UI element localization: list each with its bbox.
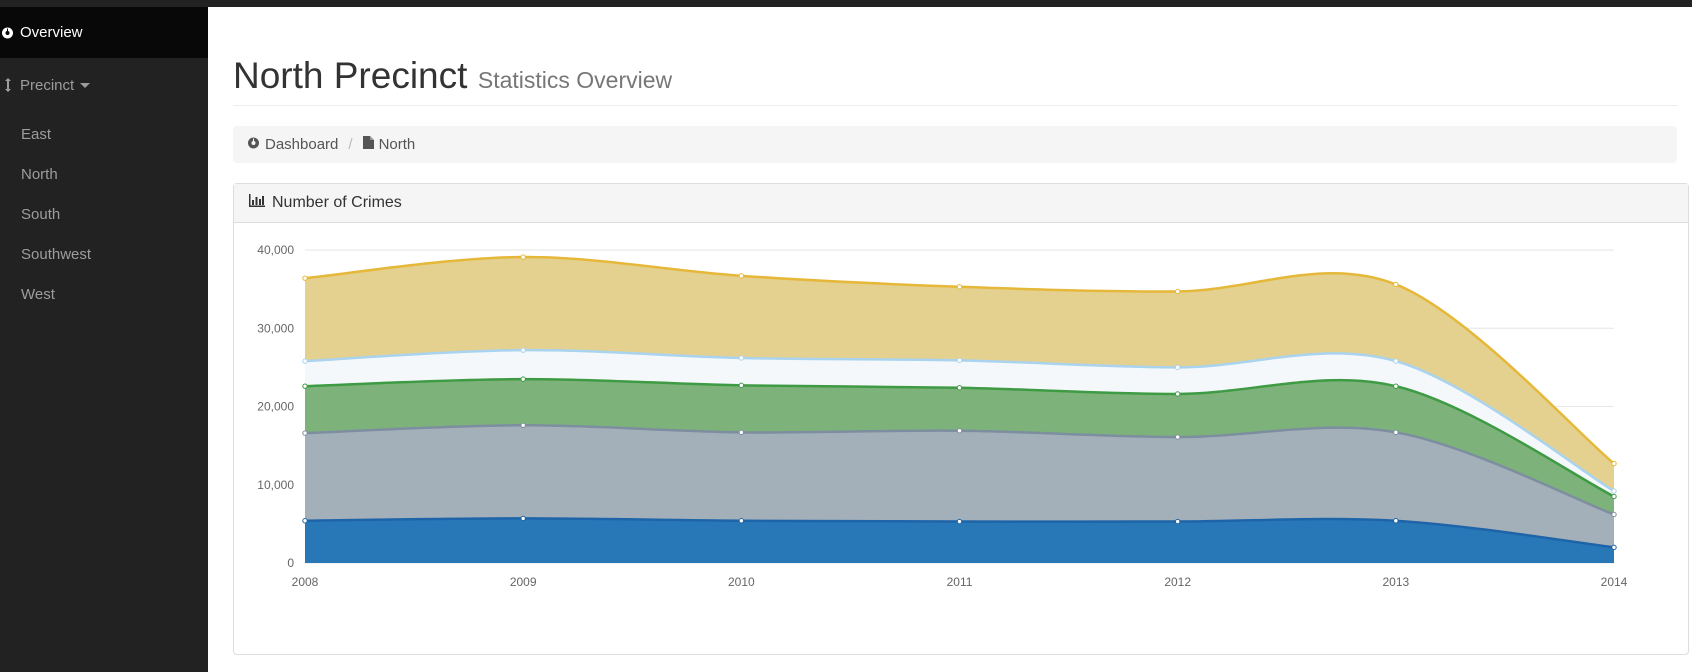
breadcrumb-label: Dashboard — [265, 136, 339, 153]
data-point — [1611, 488, 1617, 494]
panel-heading: Number of Crimes — [234, 184, 1688, 223]
data-point — [520, 422, 526, 428]
data-point — [956, 428, 963, 434]
data-point — [520, 347, 526, 353]
sidebar-item-north[interactable]: North — [21, 166, 58, 183]
crimes-chart-panel: Number of Crimes 0 10,000 20,000 30,000 40,0… — [233, 183, 1689, 655]
data-point — [1174, 391, 1181, 397]
x-tick-label: 2014 — [1601, 575, 1628, 589]
data-point — [302, 383, 308, 389]
y-tick-label: 0 — [287, 556, 294, 570]
sidebar-item-southwest[interactable]: Southwest — [21, 246, 92, 263]
x-tick-label: 2012 — [1164, 575, 1191, 589]
x-tick-label: 2011 — [947, 575, 973, 589]
data-point — [738, 429, 745, 436]
breadcrumb-dashboard[interactable]: Dashboard — [247, 136, 338, 153]
data-point — [956, 284, 963, 290]
series-2-area — [305, 379, 1614, 515]
x-tick-label: 2008 — [292, 575, 319, 589]
sidebar-item-west[interactable]: West — [21, 286, 55, 303]
series-3-area — [305, 350, 1614, 497]
sidebar-item-label: Precinct — [20, 76, 75, 94]
data-point — [1393, 429, 1399, 436]
x-tick-label: 2013 — [1382, 575, 1409, 589]
data-point — [956, 357, 963, 364]
stacked-area-chart: 0 10,000 20,000 30,000 40,000 2008 2009 2010 201… — [257, 243, 1628, 589]
series-0-area — [305, 518, 1614, 563]
page-subtitle: Statistics Overview — [477, 67, 673, 93]
data-point — [302, 358, 308, 364]
data-point — [738, 273, 745, 279]
y-tick-label: 10,000 — [257, 478, 294, 492]
data-point — [738, 382, 745, 389]
data-point — [1174, 434, 1181, 440]
dashboard-icon — [247, 136, 260, 153]
precinct-submenu: East North South Southwest West — [0, 115, 208, 315]
data-point — [956, 518, 963, 525]
data-point — [302, 518, 308, 524]
y-tick-label: 40,000 — [257, 243, 294, 257]
data-point — [1611, 460, 1617, 467]
page-header: North Precinct Statistics Overview — [233, 55, 1678, 106]
data-point — [1611, 544, 1617, 551]
x-tick-label: 2009 — [510, 575, 537, 589]
main-content: North Precinct Statistics Overview Dashb… — [208, 7, 1692, 672]
dashboard-icon — [1, 26, 14, 39]
y-tick-label: 30,000 — [257, 321, 294, 335]
data-point — [1611, 493, 1617, 500]
data-point — [1393, 358, 1399, 364]
page-title: North Precinct — [233, 55, 468, 96]
bar-chart-icon — [249, 194, 265, 212]
data-point — [1174, 364, 1181, 371]
data-point — [738, 518, 745, 524]
top-navbar — [0, 0, 1692, 7]
y-tick-label: 20,000 — [257, 400, 294, 414]
series-1-area — [305, 425, 1614, 548]
caret-down-icon — [80, 82, 91, 88]
breadcrumb: Dashboard / North — [233, 126, 1677, 163]
sidebar-item-overview[interactable]: Overview — [0, 7, 208, 58]
breadcrumb-separator: / — [348, 136, 353, 153]
breadcrumb-current: North — [362, 136, 416, 153]
sidebar-dropdown-precinct[interactable]: Precinct — [0, 67, 208, 103]
data-point — [1393, 518, 1399, 524]
x-tick-label: 2010 — [728, 575, 755, 589]
data-point — [302, 430, 308, 436]
data-point — [1174, 518, 1181, 525]
data-point — [1393, 383, 1399, 389]
file-icon — [362, 136, 374, 153]
data-point — [956, 385, 963, 391]
data-point — [1611, 511, 1617, 518]
data-point — [302, 275, 308, 281]
sidebar-item-east[interactable]: East — [21, 126, 52, 143]
sidebar-item-label: Overview — [20, 24, 83, 41]
data-point — [520, 254, 526, 260]
panel-title: Number of Crimes — [272, 194, 402, 211]
data-point — [520, 376, 526, 382]
data-point — [520, 515, 526, 522]
series-4-area — [305, 257, 1614, 492]
sidebar-item-south[interactable]: South — [21, 206, 61, 223]
data-point — [1174, 288, 1181, 295]
data-point — [738, 355, 745, 361]
data-point — [1393, 281, 1399, 288]
sort-icon — [5, 78, 11, 92]
breadcrumb-label: North — [378, 136, 416, 153]
sidebar: Overview Precinct East North South South… — [0, 7, 208, 672]
